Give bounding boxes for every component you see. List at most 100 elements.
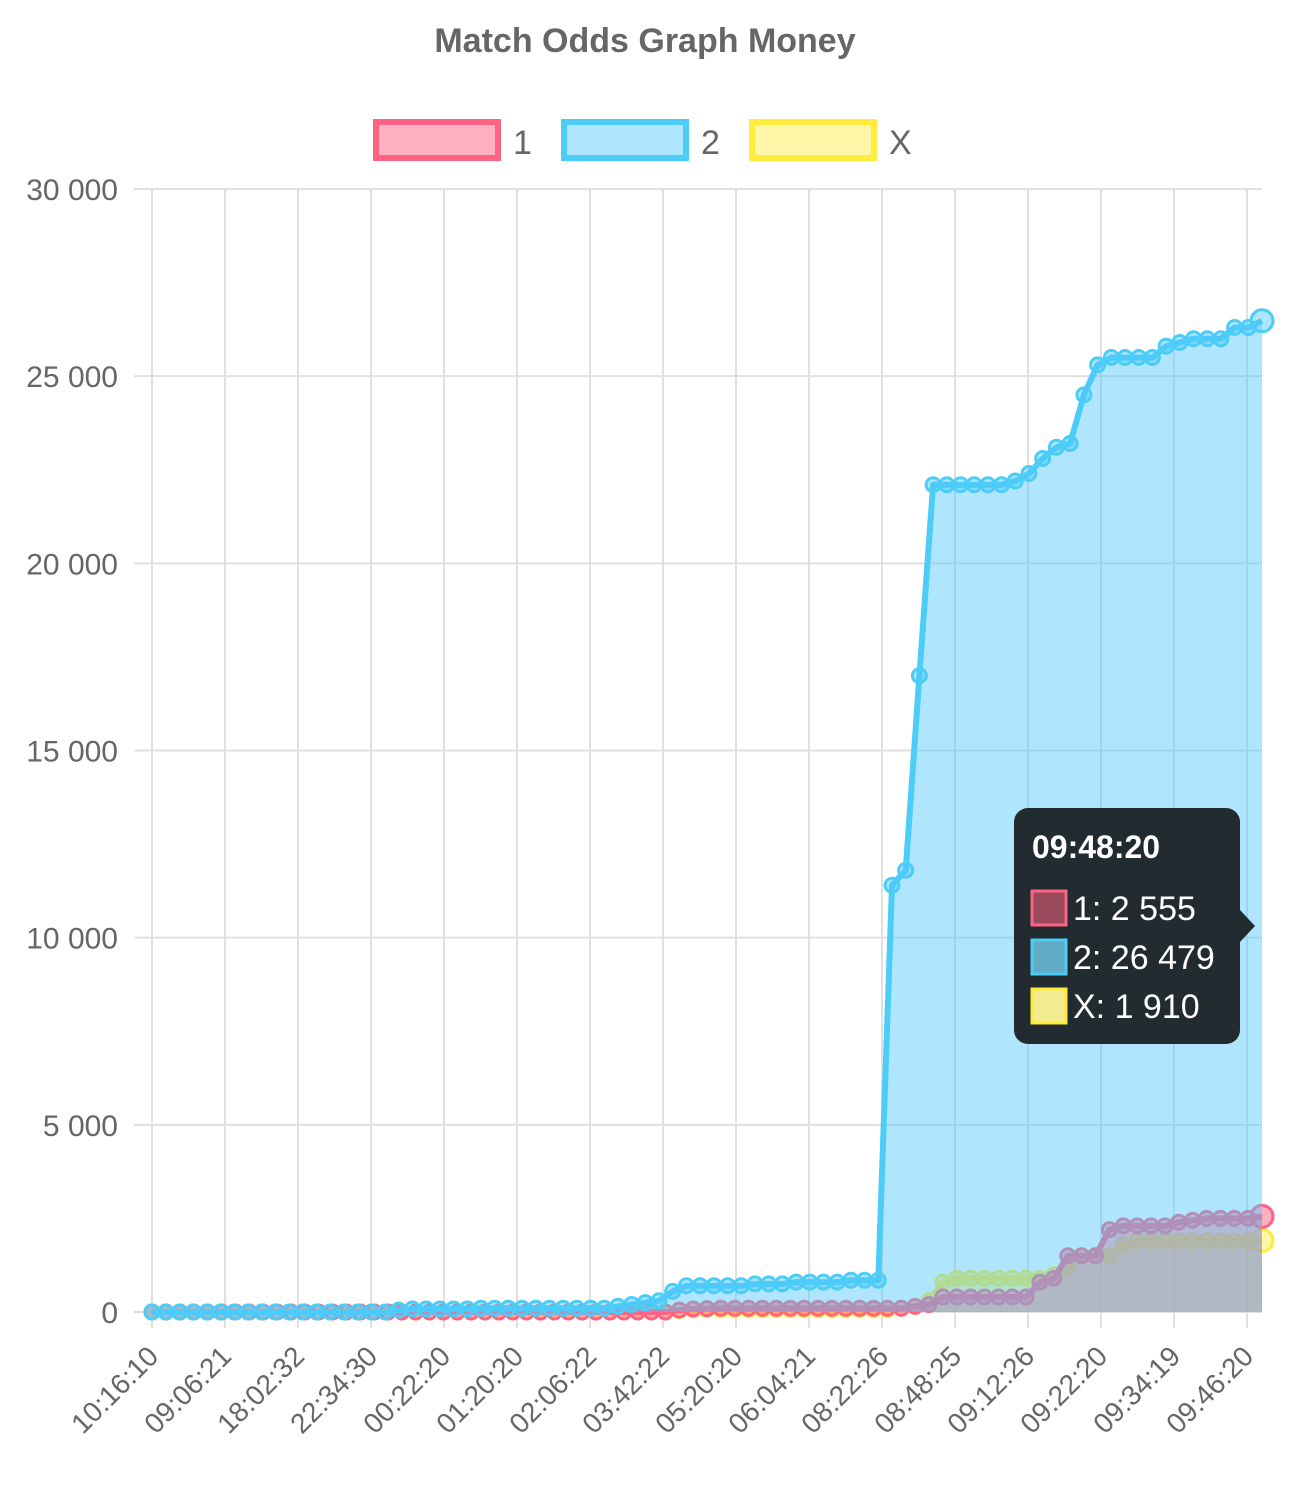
grid — [134, 188, 1262, 1328]
data-point-2[interactable] — [527, 1299, 545, 1317]
data-point-2[interactable] — [952, 476, 969, 494]
data-point-2[interactable] — [143, 1303, 161, 1321]
data-point-2[interactable] — [1198, 330, 1216, 348]
data-point-2[interactable] — [1089, 356, 1107, 374]
data-point-2[interactable] — [773, 1275, 791, 1293]
data-point-2[interactable] — [815, 1273, 832, 1291]
data-point-1[interactable] — [1249, 1203, 1275, 1229]
legend-item-2[interactable]: 2 — [561, 119, 720, 162]
data-point-2[interactable] — [910, 667, 928, 685]
data-point-2[interactable] — [307, 1303, 325, 1321]
data-point-2[interactable] — [924, 476, 942, 494]
data-point-2[interactable] — [239, 1303, 257, 1321]
tooltip-line-2: 2: 26 479 — [1073, 939, 1215, 977]
data-point-2[interactable] — [253, 1303, 271, 1321]
data-point-2[interactable] — [965, 476, 983, 494]
tooltip-swatch-1 — [1030, 889, 1068, 927]
data-point-2[interactable] — [431, 1300, 449, 1318]
data-point-2[interactable] — [1102, 349, 1120, 366]
data-point-2[interactable] — [1047, 438, 1065, 456]
data-point-2[interactable] — [1185, 330, 1202, 348]
data-point-2[interactable] — [650, 1292, 668, 1310]
y-axis: 0 5 000 10 000 15 000 20 000 25 000 30 000 — [26, 174, 118, 1330]
data-point-2[interactable] — [664, 1282, 682, 1300]
data-point-2[interactable] — [1157, 337, 1175, 355]
data-point-2[interactable] — [869, 1271, 887, 1289]
data-point-2[interactable] — [623, 1296, 641, 1313]
data-point-2[interactable] — [1006, 472, 1024, 490]
data-point-2[interactable] — [321, 1303, 339, 1321]
data-point-1[interactable] — [1087, 1247, 1104, 1265]
y-tick-label: 15 000 — [26, 736, 118, 769]
data-point-2[interactable] — [938, 476, 956, 494]
data-point-2[interactable] — [595, 1299, 613, 1317]
data-point-2[interactable] — [705, 1277, 723, 1295]
chart-title: Match Odds Graph Money — [434, 22, 855, 60]
data-point-2[interactable] — [801, 1273, 819, 1291]
data-point-2[interactable] — [568, 1299, 586, 1317]
data-point-2[interactable] — [1075, 386, 1093, 404]
data-point-2[interactable] — [636, 1294, 654, 1312]
data-point-2[interactable] — [554, 1299, 572, 1317]
data-point-2[interactable] — [1020, 465, 1038, 482]
data-point-2[interactable] — [170, 1303, 188, 1321]
data-point-2[interactable] — [1116, 349, 1134, 366]
data-point-2[interactable] — [499, 1299, 517, 1317]
data-point-2[interactable] — [362, 1303, 380, 1321]
tooltip-title: 09:48:20 — [1032, 829, 1160, 865]
data-point-2[interactable] — [472, 1299, 490, 1317]
legend-label-x: X — [889, 124, 912, 162]
data-point-2[interactable] — [390, 1301, 408, 1319]
data-point-2[interactable] — [225, 1303, 243, 1321]
data-point-2[interactable] — [719, 1277, 737, 1295]
data-point-2[interactable] — [691, 1277, 709, 1295]
data-point-2[interactable] — [1034, 450, 1052, 467]
data-point-2[interactable] — [609, 1297, 627, 1315]
data-point-2[interactable] — [677, 1277, 695, 1295]
data-point-1[interactable] — [1017, 1288, 1035, 1306]
data-point-2[interactable] — [746, 1275, 764, 1293]
data-point-2[interactable] — [732, 1277, 750, 1295]
data-point-2[interactable] — [760, 1275, 778, 1293]
data-point-2[interactable] — [1171, 334, 1189, 351]
data-point-2[interactable] — [828, 1273, 846, 1291]
data-point-2[interactable] — [979, 476, 997, 494]
data-point-1[interactable] — [1045, 1269, 1063, 1287]
data-point-2[interactable] — [445, 1300, 462, 1318]
data-point-2[interactable] — [198, 1303, 216, 1321]
data-point-2[interactable] — [266, 1303, 284, 1321]
data-point-2[interactable] — [486, 1299, 504, 1317]
data-point-2[interactable] — [513, 1299, 531, 1317]
data-point-2[interactable] — [458, 1300, 476, 1318]
legend-item-x[interactable]: X — [749, 119, 912, 162]
data-point-2[interactable] — [376, 1303, 394, 1321]
x-axis: 10:16:1009:06:2118:02:3222:34:3000:22:20… — [65, 1340, 1259, 1439]
data-point-2[interactable] — [403, 1300, 421, 1318]
data-point-2[interactable] — [1130, 349, 1148, 366]
data-point-2[interactable] — [883, 876, 901, 894]
data-point-2[interactable] — [1212, 330, 1230, 348]
data-point-2[interactable] — [856, 1271, 874, 1289]
data-point-2[interactable] — [157, 1303, 175, 1321]
data-point-2[interactable] — [417, 1300, 435, 1318]
data-point-2[interactable] — [212, 1303, 229, 1321]
data-point-2[interactable] — [540, 1299, 558, 1317]
data-point-2[interactable] — [842, 1271, 860, 1289]
legend-item-1[interactable]: 1 — [373, 119, 532, 162]
data-point-2[interactable] — [582, 1299, 599, 1317]
data-point-2[interactable] — [294, 1303, 312, 1321]
data-point-1[interactable] — [920, 1296, 938, 1313]
data-point-2[interactable] — [335, 1303, 353, 1321]
data-point-2[interactable] — [993, 476, 1011, 494]
data-point-2[interactable] — [1061, 435, 1079, 452]
tooltip-swatch-x — [1030, 987, 1068, 1025]
data-point-2[interactable] — [897, 861, 915, 879]
data-point-2[interactable] — [1249, 308, 1275, 334]
data-point-2[interactable] — [280, 1303, 298, 1321]
data-point-2[interactable] — [787, 1273, 805, 1291]
data-point-2[interactable] — [1226, 319, 1244, 336]
data-point-2[interactable] — [184, 1303, 202, 1321]
data-point-2[interactable] — [1143, 349, 1161, 366]
data-point-2[interactable] — [349, 1303, 367, 1321]
